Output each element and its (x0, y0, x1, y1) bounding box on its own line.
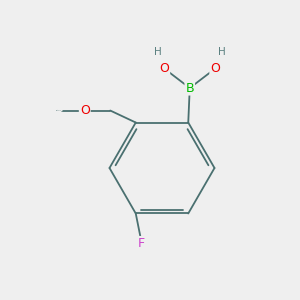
Text: O: O (80, 104, 90, 117)
Text: B: B (185, 82, 194, 94)
Text: H: H (154, 47, 161, 57)
Text: methoxy: methoxy (56, 110, 62, 111)
Text: O: O (210, 62, 220, 75)
Text: O: O (159, 62, 169, 75)
Text: H: H (218, 47, 226, 57)
Text: F: F (138, 237, 145, 250)
